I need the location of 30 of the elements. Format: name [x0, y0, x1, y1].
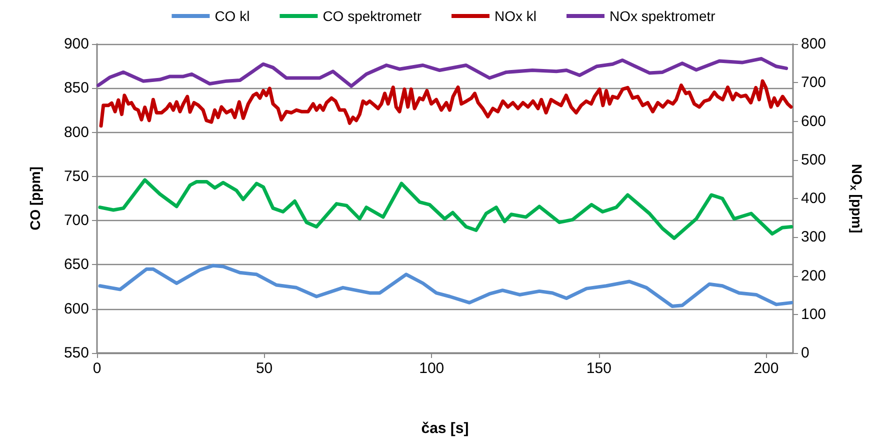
- y2-tick-label: 800: [801, 36, 826, 52]
- x-tick-label: 150: [586, 360, 612, 377]
- x-tick-label: 200: [754, 360, 779, 377]
- y-tick-label: 650: [64, 256, 89, 274]
- x-tick-label: 100: [419, 360, 444, 377]
- y-tick-label: 700: [64, 212, 89, 230]
- y-tick-label: 850: [64, 80, 89, 97]
- line-series: [96, 56, 788, 88]
- y2-tick-label: 300: [801, 228, 826, 246]
- y-tick-label: 550: [64, 344, 89, 362]
- y2-tick-label: 100: [801, 306, 826, 323]
- y-axis-title: CO [ppm]: [27, 166, 43, 230]
- y-tick-label: 750: [64, 168, 89, 185]
- y2-tick-label: 600: [801, 112, 826, 130]
- y-tick-label: 800: [64, 124, 89, 141]
- y2-tick-label: 500: [801, 151, 826, 168]
- legend-label: CO kl: [214, 8, 250, 24]
- legend-label: NOx spektrometr: [610, 8, 716, 24]
- y2-tick-label: 0: [801, 344, 810, 362]
- y2-axis-title: NOx [ppm]: [848, 164, 865, 234]
- x-tick-label: 50: [256, 360, 273, 377]
- y-tick-label: 600: [64, 300, 89, 318]
- x-axis-title: čas [s]: [421, 420, 469, 437]
- legend-label: CO spektrometr: [322, 8, 422, 24]
- y2-tick-label: 700: [801, 74, 826, 92]
- y-tick-label: 900: [64, 36, 89, 52]
- legend-label: NOx kl: [494, 8, 536, 24]
- x-tick-label: 0: [92, 360, 102, 377]
- y2-tick-label: 400: [801, 190, 826, 207]
- y2-tick-label: 200: [801, 267, 826, 284]
